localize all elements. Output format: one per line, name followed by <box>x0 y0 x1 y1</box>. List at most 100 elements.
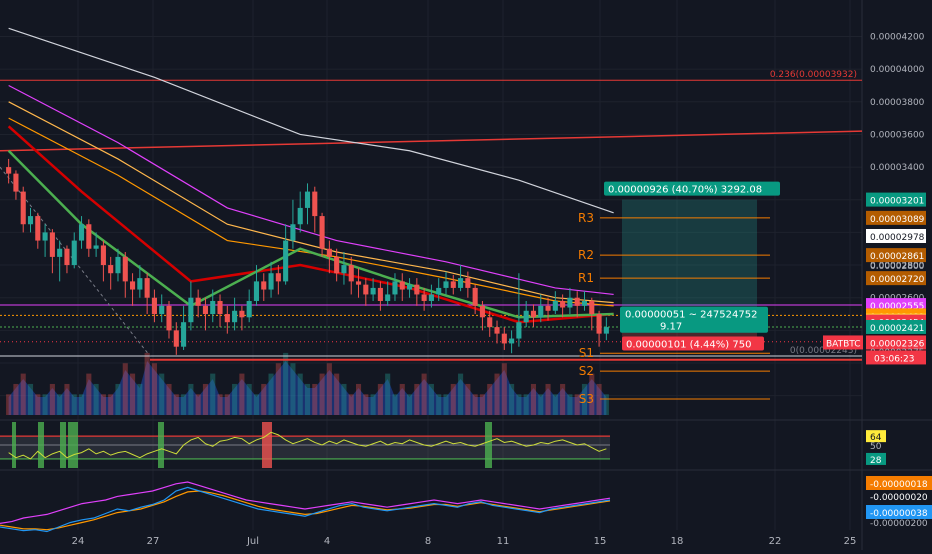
candle-body <box>392 281 398 295</box>
candle-body <box>494 327 500 334</box>
osc-signal-bar <box>12 422 16 468</box>
time-axis-tick: 24 <box>72 536 85 547</box>
price-axis-tick: 0.00002800 <box>870 261 925 271</box>
countdown-tag: 03:06:23 <box>874 354 914 364</box>
volume-bar <box>341 383 347 415</box>
candle-body <box>334 256 340 274</box>
osc-band <box>0 436 610 459</box>
volume-bar <box>268 373 274 415</box>
volume-bar <box>581 383 588 415</box>
candle-body <box>348 265 354 282</box>
pivot-label: R2 <box>578 248 594 262</box>
candle-body <box>78 224 85 241</box>
volume-bar <box>479 394 485 415</box>
volume-bar <box>458 373 464 415</box>
volume-bar <box>20 373 26 415</box>
volume-bar <box>399 383 405 415</box>
volume-bar <box>246 383 252 415</box>
candle-body <box>166 305 172 331</box>
candle-body <box>341 265 347 274</box>
fib-zero-label: 0(0.00002243) <box>790 346 857 356</box>
osc-signal-bar <box>38 422 44 468</box>
candle-body <box>159 305 165 315</box>
volume-bar <box>115 383 121 415</box>
candle-body <box>122 256 128 282</box>
volume-bar <box>465 383 471 415</box>
volume-bar <box>71 394 77 415</box>
volume-bar <box>181 394 187 415</box>
volume-bar <box>319 373 325 415</box>
volume-bar <box>173 394 179 415</box>
volume-bar <box>414 383 420 415</box>
volume-bar <box>334 373 340 415</box>
osc-line <box>8 431 607 460</box>
trendline <box>0 130 863 152</box>
candle-body <box>108 265 114 274</box>
volume-bar <box>443 394 449 415</box>
volume-bar <box>574 394 580 415</box>
candle-body <box>202 305 209 315</box>
candle-body <box>42 232 48 241</box>
volume-bar <box>450 383 456 415</box>
pivot-label: R3 <box>578 211 594 225</box>
price-axis-tick: 0.00003600 <box>870 130 925 140</box>
ma-line-ema_orange <box>8 117 614 307</box>
osc-tag-bg <box>866 430 886 443</box>
candle-body <box>516 322 522 339</box>
ma-line-ema_magenta <box>8 84 614 296</box>
candle-body <box>399 281 405 290</box>
candle-body <box>421 294 427 301</box>
candle-body <box>326 248 332 257</box>
price-axis-tick: 0.00003400 <box>870 163 925 173</box>
macd-tag-bg <box>866 505 932 519</box>
osc-signal-bar <box>262 422 272 468</box>
volume-bar <box>202 383 209 415</box>
candle-body <box>57 248 63 257</box>
volume-bar <box>210 373 216 415</box>
pivot-label: S3 <box>579 392 594 406</box>
time-axis-tick: 27 <box>147 536 160 547</box>
candle-body <box>224 314 230 323</box>
volume-bar <box>144 352 150 415</box>
volume-bar <box>523 394 529 415</box>
volume-bar <box>108 394 114 415</box>
price-tag: 0.00002421 <box>870 324 924 334</box>
volume-bar <box>516 394 522 415</box>
macd-signal-line <box>0 490 611 531</box>
macd-tag-bg <box>866 476 932 490</box>
candle-body <box>173 330 179 347</box>
osc-signal-bar <box>60 422 66 468</box>
volume-bar <box>312 383 318 415</box>
time-axis-tick: 11 <box>497 536 510 547</box>
osc-tag-bg <box>866 452 886 465</box>
volume-bar <box>487 383 493 415</box>
candle-body <box>589 300 595 315</box>
time-axis-tick: 22 <box>769 536 782 547</box>
volume-bar <box>538 394 544 415</box>
long-entry-label-2: 9.17 <box>660 322 682 333</box>
price-tag-bg <box>866 248 926 263</box>
price-tag-bg <box>866 271 926 286</box>
volume-bar <box>567 394 573 415</box>
price-tag-bg <box>866 192 926 207</box>
fib-level-label: 0.236(0.00003932) <box>770 70 857 80</box>
volume-bar <box>530 383 537 415</box>
volume-bar <box>35 394 41 415</box>
volume-bar <box>166 383 172 415</box>
volume-bar <box>392 394 398 415</box>
osc-signal-bar <box>158 422 164 468</box>
volume-bar <box>188 383 194 415</box>
osc-axis-tick: 50 <box>870 442 882 452</box>
candle-body <box>13 173 19 192</box>
candle-body <box>268 273 274 290</box>
countdown-tag-bg <box>866 350 926 365</box>
price-axis-tick: 0.00004200 <box>870 32 925 42</box>
ma-line-sma200 <box>8 27 614 214</box>
osc-signal-bar <box>68 422 78 468</box>
volume-bar <box>370 394 376 415</box>
macd-axis-tick: -0.00000020 <box>870 493 928 503</box>
candle-body <box>27 216 34 225</box>
candle-body <box>414 284 420 295</box>
pivot-label: R1 <box>578 271 594 285</box>
